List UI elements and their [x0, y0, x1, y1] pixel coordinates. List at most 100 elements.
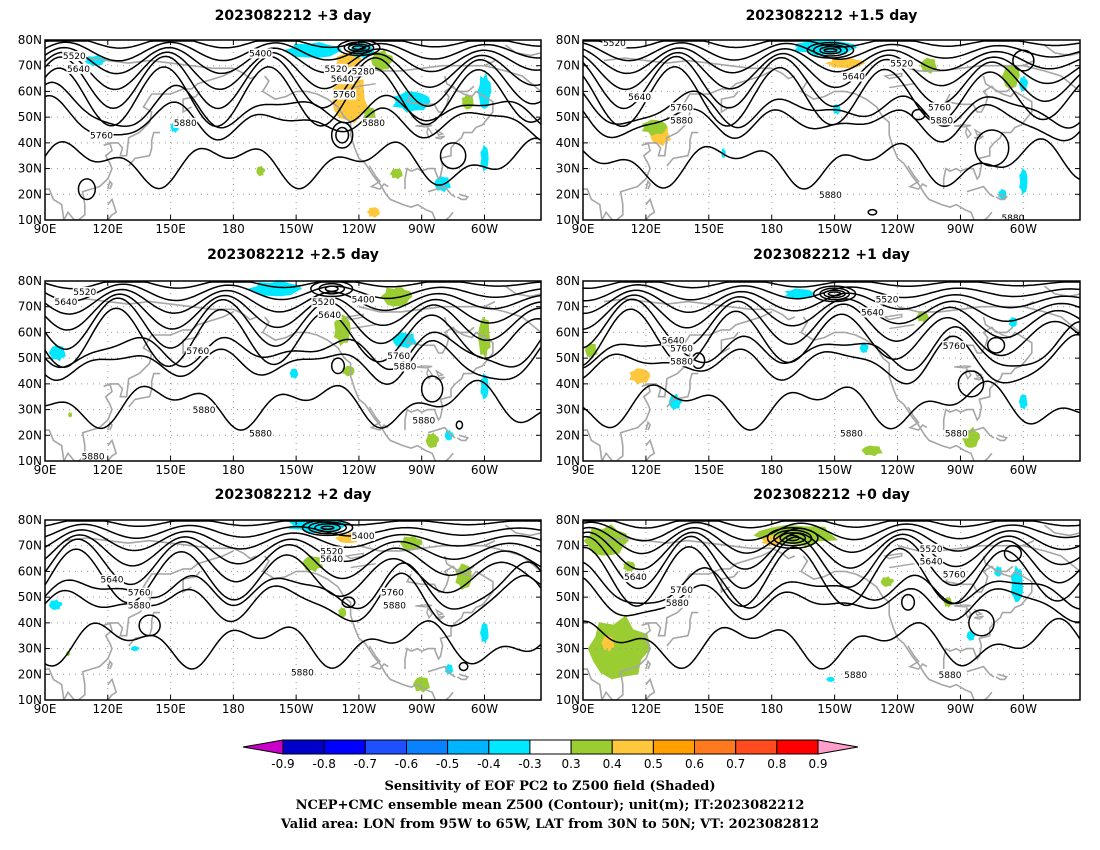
- closed-contour: [314, 523, 341, 533]
- lake-outline: [889, 83, 915, 89]
- coastline: [444, 452, 454, 461]
- closed-contour: [773, 529, 813, 547]
- lat-tick-label: 10N: [18, 213, 42, 227]
- lat-tick-label: 80N: [18, 513, 42, 527]
- contour-line: [45, 51, 541, 91]
- label-background: [669, 115, 694, 126]
- lat-tick-label: 70N: [556, 59, 580, 73]
- coastline: [966, 426, 995, 439]
- coastline: [107, 179, 113, 190]
- lat-tick-label: 40N: [556, 136, 580, 150]
- lon-tick-label: 120E: [93, 222, 124, 236]
- coastline: [644, 677, 656, 700]
- lon-tick-label: 120W: [880, 702, 915, 716]
- panel-title: 2023082212 +3 day: [215, 8, 372, 24]
- contour-layer: [45, 520, 541, 672]
- label-background: [311, 297, 336, 308]
- lon-tick-label: 180: [760, 702, 783, 716]
- lon-tick-label: 150E: [694, 702, 725, 716]
- lake-outline: [434, 608, 445, 616]
- contour-label: 5880: [82, 452, 105, 462]
- closed-contour: [867, 208, 878, 216]
- contour-label: 5880: [362, 119, 385, 129]
- label-background: [173, 117, 198, 128]
- colorbar-swatch: [364, 739, 407, 755]
- colorbar-swatch: [447, 739, 490, 755]
- contour-label: 5880: [819, 191, 842, 201]
- contour-line: [45, 41, 541, 62]
- label-background: [919, 543, 944, 554]
- contour-label: 5640: [628, 93, 651, 103]
- lat-tick-label: 50N: [18, 590, 42, 604]
- closed-contour: [968, 609, 995, 637]
- label-background: [89, 130, 114, 141]
- closed-contour: [900, 593, 916, 611]
- lake-outline: [889, 324, 915, 330]
- coastline: [504, 285, 541, 298]
- lon-tick-label: 180: [222, 463, 245, 477]
- coastline: [484, 64, 541, 93]
- contour-line: [583, 520, 1080, 529]
- lat-tick-label: 50N: [556, 590, 580, 604]
- coastline: [504, 44, 541, 57]
- contour-label: 5880: [291, 668, 314, 678]
- lat-tick-label: 80N: [556, 274, 580, 288]
- lake-outline: [973, 376, 984, 381]
- axis-labels: 90E 120E 150E 180 150W 120W 90W 60W 10N 20N 30N 40N…: [18, 33, 541, 236]
- coastline: [106, 438, 118, 461]
- lat-tick-label: 80N: [18, 274, 42, 288]
- panel-title: 2023082212 +2 day: [215, 487, 372, 503]
- label-background: [669, 343, 694, 354]
- coastline: [404, 555, 494, 670]
- lat-tick-label: 10N: [556, 693, 580, 707]
- shaded-area: [641, 119, 668, 136]
- contour-label: 5400: [249, 49, 272, 59]
- colorbar-label: 0.3: [562, 757, 581, 771]
- label-background: [127, 587, 152, 598]
- colorbar-swatch: [282, 739, 325, 755]
- coastline: [106, 677, 118, 700]
- coastline: [907, 645, 928, 671]
- coastline: [666, 611, 699, 647]
- colorbar-swatch: [776, 739, 819, 755]
- contour-line: [45, 523, 541, 539]
- colorbar-swatch: [406, 739, 449, 755]
- label-background: [66, 63, 91, 74]
- contour-line: [583, 308, 1080, 367]
- contour-line: [45, 94, 541, 142]
- contour-label: 5280: [352, 67, 375, 77]
- coastline: [1023, 544, 1080, 573]
- panel-title: 2023082212 +2.5 day: [207, 247, 379, 263]
- label-background: [927, 102, 952, 113]
- label-background: [937, 669, 962, 680]
- coastline-layer: [45, 524, 541, 700]
- contour-label: 5880: [128, 601, 151, 611]
- lat-tick-label: 50N: [556, 110, 580, 124]
- graticule: [583, 520, 1080, 700]
- contour-label: 5760: [128, 589, 151, 599]
- contour-label: 5640: [861, 308, 884, 318]
- closed-contour: [77, 178, 97, 201]
- lat-tick-label: 20N: [556, 187, 580, 201]
- coastline: [966, 185, 995, 198]
- coastline: [427, 185, 456, 198]
- shaded-area: [859, 342, 869, 353]
- contour-line: [45, 534, 541, 567]
- contour-line: [45, 293, 541, 331]
- map-frame: [44, 280, 542, 462]
- contour-label: 5760: [381, 589, 404, 599]
- lon-tick-label: 150W: [279, 222, 314, 236]
- shaded-area: [1008, 316, 1017, 328]
- coastline: [799, 316, 975, 461]
- closed-contour: [320, 525, 335, 530]
- contour-label: 5760: [943, 342, 966, 352]
- contour-layer: [583, 40, 1080, 216]
- contour-line: [45, 81, 541, 129]
- colorbar-label: -0.7: [354, 757, 377, 771]
- contour-line: [45, 307, 541, 369]
- colorbar-label: 0.6: [685, 757, 704, 771]
